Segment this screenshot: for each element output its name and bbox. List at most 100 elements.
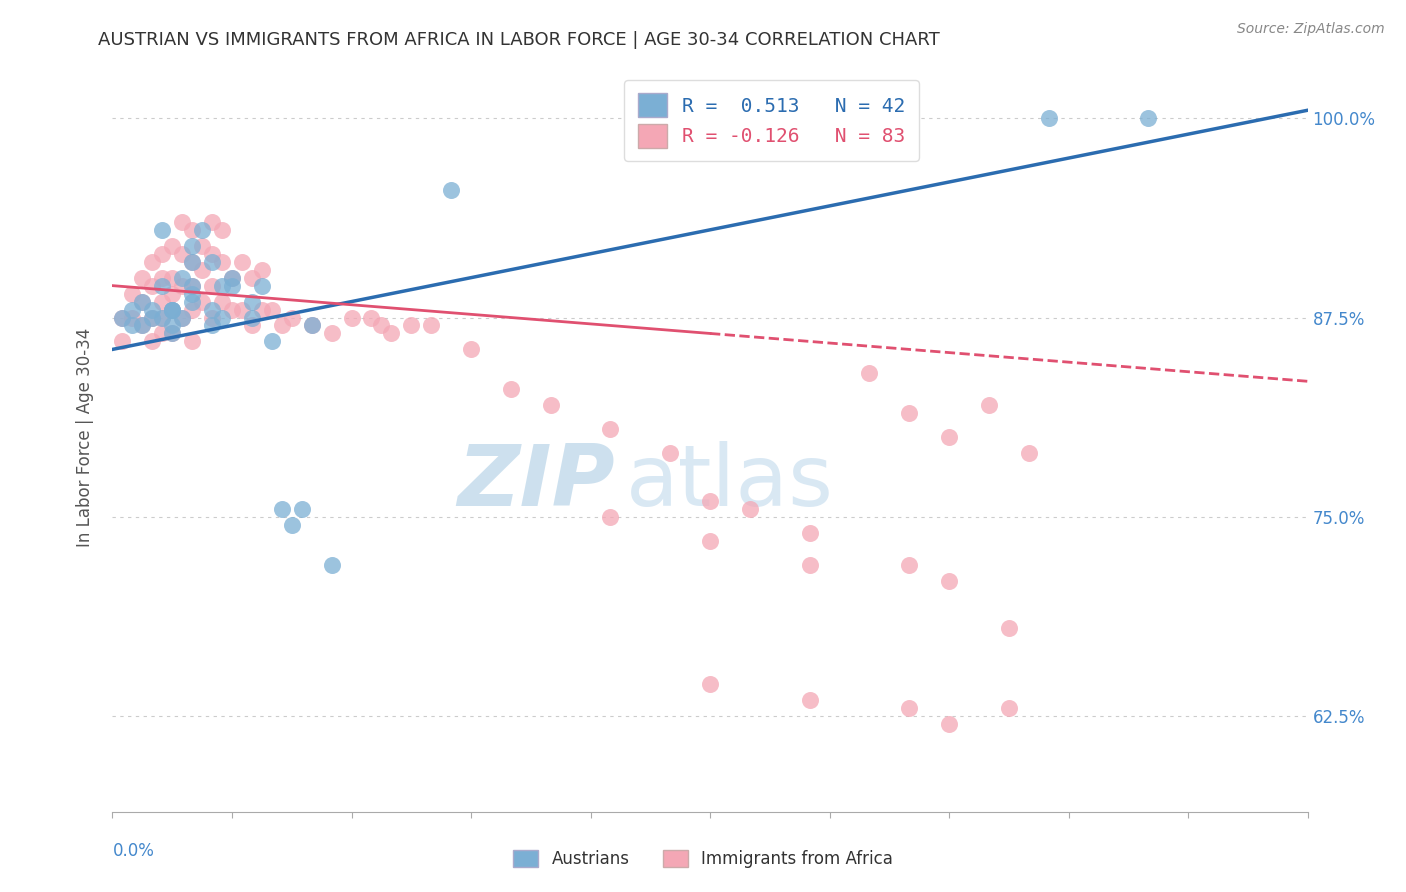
Point (191, 223, 214, 237)
Text: ZIP: ZIP (457, 441, 614, 524)
Point (150, 270, 173, 285)
Point (131, 318, 153, 333)
Point (281, 517, 304, 532)
Point (998, 701, 1021, 715)
Legend: Austrians, Immigrants from Africa: Austrians, Immigrants from Africa (506, 843, 900, 875)
Point (181, 302, 204, 317)
Point (121, 286, 143, 301)
Point (141, 254, 163, 268)
Point (131, 294, 153, 309)
Text: Source: ZipAtlas.com: Source: ZipAtlas.com (1237, 22, 1385, 37)
Point (172, 310, 194, 325)
Point (201, 278, 224, 293)
Point (340, 310, 363, 325)
Point (172, 246, 194, 260)
Point (270, 501, 292, 516)
Point (181, 294, 204, 309)
Point (260, 302, 283, 317)
Point (977, 398, 1000, 412)
Text: 0.0%: 0.0% (112, 842, 155, 860)
Point (799, 693, 821, 707)
Point (1018, 446, 1040, 460)
Point (201, 246, 224, 260)
Point (240, 310, 263, 325)
Point (938, 717, 960, 731)
Point (321, 326, 343, 341)
Point (131, 318, 153, 333)
Y-axis label: In Labor Force | Age 30-34: In Labor Force | Age 30-34 (76, 327, 94, 547)
Point (201, 318, 224, 333)
Point (162, 326, 183, 341)
Point (898, 558, 921, 572)
Point (898, 406, 921, 420)
Point (659, 446, 682, 460)
Point (150, 326, 173, 341)
Point (191, 262, 214, 277)
Point (938, 574, 960, 588)
Point (172, 310, 194, 325)
Point (181, 278, 204, 293)
Point (301, 318, 323, 333)
Point (201, 215, 224, 229)
Point (181, 254, 204, 268)
Point (162, 286, 183, 301)
Point (799, 558, 821, 572)
Point (211, 223, 233, 237)
Point (250, 262, 273, 277)
Point (181, 286, 204, 301)
Point (162, 302, 183, 317)
Point (131, 270, 153, 285)
Point (162, 326, 183, 341)
Point (111, 334, 134, 349)
Point (211, 310, 233, 325)
Point (162, 302, 183, 317)
Point (699, 677, 721, 691)
Point (240, 318, 263, 333)
Point (121, 310, 143, 325)
Point (301, 318, 323, 333)
Point (172, 278, 194, 293)
Point (250, 278, 273, 293)
Point (799, 525, 821, 540)
Point (858, 367, 880, 381)
Point (998, 621, 1021, 635)
Point (172, 215, 194, 229)
Point (141, 310, 163, 325)
Point (181, 334, 204, 349)
Point (181, 223, 204, 237)
Point (360, 310, 382, 325)
Point (221, 302, 243, 317)
Point (121, 302, 143, 317)
Point (162, 239, 183, 253)
Point (221, 278, 243, 293)
Point (141, 310, 163, 325)
Point (191, 294, 214, 309)
Legend: R =  0.513   N = 42, R = -0.126   N = 83: R = 0.513 N = 42, R = -0.126 N = 83 (624, 79, 920, 161)
Text: AUSTRIAN VS IMMIGRANTS FROM AFRICA IN LABOR FORCE | AGE 30-34 CORRELATION CHART: AUSTRIAN VS IMMIGRANTS FROM AFRICA IN LA… (98, 31, 941, 49)
Point (162, 302, 183, 317)
Point (231, 302, 253, 317)
Point (150, 310, 173, 325)
Point (499, 382, 522, 396)
Point (131, 294, 153, 309)
Point (211, 294, 233, 309)
Point (150, 278, 173, 293)
Point (380, 326, 402, 341)
Point (270, 318, 292, 333)
Point (250, 302, 273, 317)
Point (150, 246, 173, 260)
Point (201, 254, 224, 268)
Point (121, 318, 143, 333)
Point (1038, 112, 1060, 126)
Point (141, 302, 163, 317)
Point (540, 398, 562, 412)
Point (291, 501, 314, 516)
Point (370, 318, 392, 333)
Point (240, 294, 263, 309)
Point (240, 270, 263, 285)
Point (191, 239, 214, 253)
Point (221, 270, 243, 285)
Point (181, 278, 204, 293)
Point (699, 493, 721, 508)
Point (201, 310, 224, 325)
